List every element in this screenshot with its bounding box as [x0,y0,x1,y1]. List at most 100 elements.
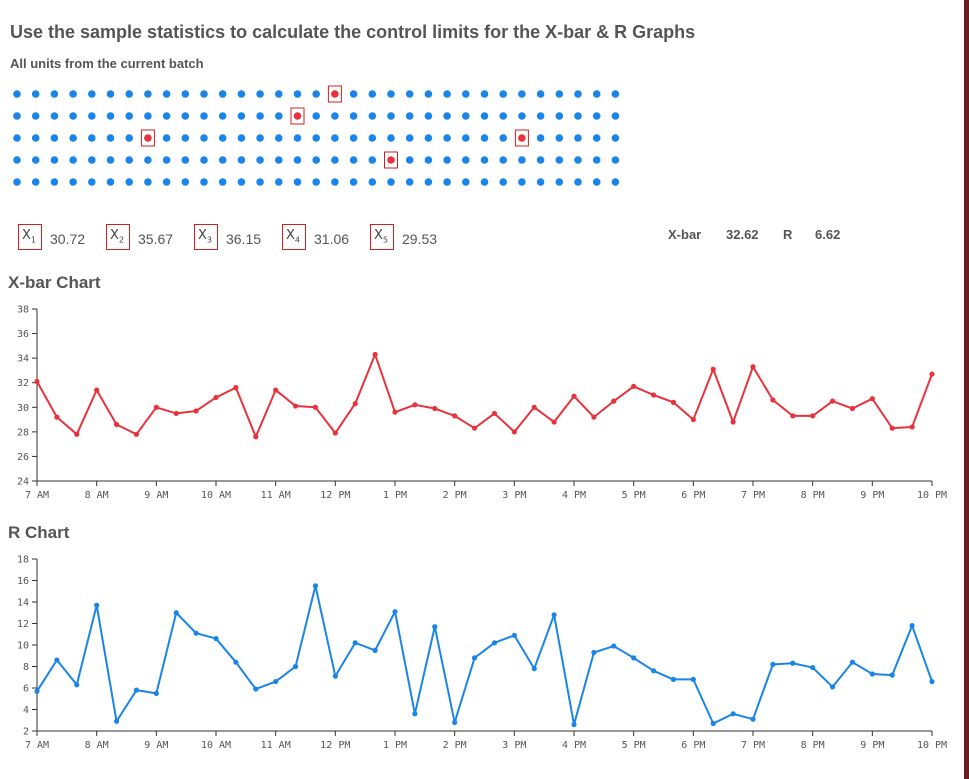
unit-dot [443,112,451,120]
unit-dot [462,134,470,142]
unit-dot [237,90,246,98]
xbar-x-tick-label: 12 PM [320,490,350,501]
unit-dot [592,112,601,120]
r-data-point [670,676,677,682]
xbar-label: X-bar [668,227,702,242]
unit-dot [125,156,133,164]
unit-dot [424,156,433,164]
xbar-y-tick-label: 24 [17,477,29,488]
xbar-data-point [750,364,756,370]
unit-dot [88,134,96,142]
r-data-point [292,663,299,670]
r-data-point [790,660,796,666]
r-data-point [193,630,199,636]
sample-label-4: X4 [282,224,306,250]
xbar-data-point [730,419,736,425]
selected-unit-box [514,129,529,147]
xbar-data-point [452,413,458,419]
xbar-value: 32.62 [726,227,759,242]
unit-dot [50,134,59,142]
unit-dot [69,178,77,186]
unit-dot [349,90,358,98]
r-data-point [34,688,40,694]
xbar-y-tick-label: 28 [17,427,29,438]
unit-dot [162,134,171,142]
unit-dot [592,156,601,164]
xbar-data-point [292,403,299,409]
unit-dot [312,112,321,120]
xbar-data-point [34,378,40,385]
sample-value-1: 30.72 [50,231,86,247]
unit-dot [200,156,208,164]
unit-dot [555,112,564,120]
r-data-point [94,602,100,608]
xbar-chart-title: X-bar Chart [8,273,101,292]
unit-dot [50,90,59,98]
xbar-x-tick-label: 10 AM [201,490,231,501]
r-x-tick-label: 7 PM [741,740,765,751]
unit-dot [536,178,545,186]
unit-dot [293,178,302,186]
unit-dot [13,156,21,164]
unit-dot [237,112,246,120]
sample-value-2: 35.67 [138,231,174,247]
r-label: R [783,227,793,242]
unit-dot [349,112,358,120]
xbar-data-point [74,431,80,437]
xbar-data-point [193,408,199,414]
unit-dot [218,112,227,120]
selected-unit-dot [387,156,395,164]
unit-dot [50,156,59,164]
unit-dot [125,134,133,142]
unit-dot [256,156,264,164]
unit-dot [106,112,115,120]
unit-dot [312,90,321,98]
unit-dot [611,178,620,186]
r-series-line [36,584,933,726]
r-data-point [750,716,756,722]
r-x-tick-label: 9 PM [860,740,884,751]
xbar-x-tick-label: 9 PM [860,490,884,501]
unit-dot [181,112,190,120]
r-data-point [849,659,856,665]
xbar-x-tick-label: 10 PM [917,490,947,501]
unit-dot [31,178,40,186]
r-y-tick-label: 6 [23,684,29,695]
unit-dot [256,178,264,186]
xbar-y-tick-label: 26 [17,452,29,463]
unit-dot [518,112,526,120]
r-x-tick-label: 10 AM [201,740,231,751]
unit-dot [424,112,433,120]
unit-dot [275,156,283,164]
xbar-data-point [412,402,418,408]
xbar-data-point [670,399,677,405]
xbar-y-tick-label: 34 [17,354,29,365]
unit-dot [13,134,21,142]
xbar-data-point [432,405,438,412]
xbar-data-point [690,416,696,423]
unit-dot [592,178,601,186]
unit-dot [368,134,377,142]
xbar-x-tick-label: 3 PM [502,490,526,501]
unit-dot [405,134,414,142]
xbar-data-point [113,421,120,428]
xbar-data-point [233,385,239,391]
unit-dot [256,112,264,120]
r-y-tick-label: 16 [17,576,29,587]
right-border [964,0,969,779]
unit-dot [499,178,508,186]
unit-dot [424,178,433,186]
r-x-tick-label: 2 PM [443,740,467,751]
r-y-tick-label: 2 [23,727,29,738]
unit-dot [462,112,470,120]
r-y-tick-label: 8 [23,662,29,673]
xbar-data-point [770,397,776,403]
unit-dot [13,90,21,98]
r-data-point [611,643,617,649]
r-data-point [491,640,498,646]
unit-dot [237,156,246,164]
unit-dot [218,156,227,164]
unit-dot [387,90,395,98]
xbar-data-point [909,424,915,430]
xbar-data-point [352,401,358,407]
